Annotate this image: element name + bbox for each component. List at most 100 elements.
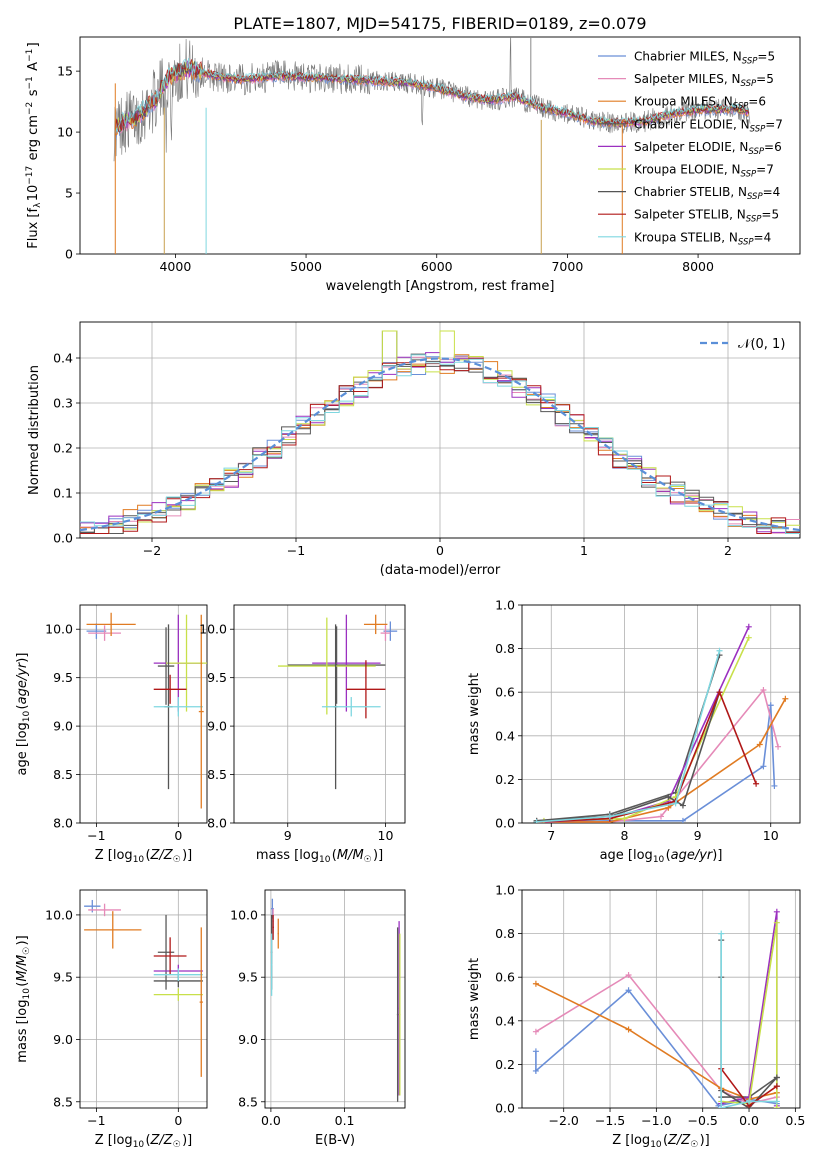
weight-marker [745, 623, 752, 630]
weight-vs-age-lines [533, 623, 789, 823]
label-part: , N [729, 208, 746, 222]
y-tick-label: 0.2 [495, 772, 515, 787]
label-part: , N [730, 185, 747, 199]
y-tick-label: 0.4 [53, 351, 73, 366]
x-tick-label: −1 [87, 1113, 105, 1128]
label-part: 7 [766, 163, 774, 177]
x-tick-label: 9 [284, 828, 292, 843]
y-tick-label: 0.4 [495, 1013, 515, 1028]
label-part: 10 [22, 988, 32, 1000]
spectrum-axes: 4000 5000 6000 7000 8000 0 5 10 15 [57, 64, 714, 274]
x-tick-label: 10 [763, 828, 779, 843]
label-part: 5 [767, 50, 775, 64]
mass-vs-ebv-points [270, 898, 401, 1102]
weight-series-8 [536, 650, 721, 823]
y-tick-label: 10 [57, 125, 73, 140]
weight-marker [745, 634, 752, 641]
y-tick-label: 8.0 [53, 816, 73, 831]
y-axis-label: mass weight [467, 673, 482, 755]
label-part: = [756, 163, 766, 177]
label-part: )] [712, 848, 722, 863]
histograms [80, 330, 800, 534]
y-tick-label: 0.6 [495, 970, 515, 985]
legend-label: Kroupa STELIB, NSSP=4 [634, 230, 771, 247]
legend-label: Chabrier ELODIE, NSSP=7 [634, 117, 783, 134]
weight-marker [679, 817, 686, 823]
weight-marker [716, 689, 723, 696]
x-tick-label: 6000 [421, 259, 453, 274]
x-tick-label: −1 [87, 828, 105, 843]
histogram-series-8 [80, 354, 800, 534]
weight-marker [756, 741, 763, 748]
y-axis-label: Flux [fλ 10−17 erg cm−2 s−1 A−1 ] [25, 42, 43, 248]
label-part: , N [732, 140, 749, 154]
legend-label: Salpeter MILES, NSSP=5 [634, 72, 774, 89]
label-part: = [756, 72, 766, 86]
x-tick-label: 10 [378, 828, 394, 843]
weight-marker [773, 1098, 780, 1105]
normal-reference-curve [80, 357, 800, 532]
x-tick-label: −1.5 [595, 1113, 625, 1128]
weight-marker [767, 702, 774, 709]
label-part: 4 [773, 185, 781, 199]
label-part: Z/Z [150, 848, 174, 863]
legend-label: Kroupa ELODIE, NSSP=7 [634, 163, 774, 180]
age-vs-mass-frame [233, 604, 406, 824]
label-part: 7 [775, 117, 783, 131]
x-tick-label: 2 [724, 543, 732, 558]
label-part: 10 [133, 855, 145, 865]
label-part: Z/Z [150, 1133, 174, 1148]
x-tick-label: 5000 [290, 259, 322, 274]
x-tick-label: 8000 [682, 259, 714, 274]
label-part: , N [725, 50, 742, 64]
label-part: age [log [15, 722, 30, 775]
y-tick-label: 9.0 [238, 1032, 258, 1047]
y-tick-label: 9.5 [238, 970, 258, 985]
label-part: Kroupa STELIB [634, 230, 721, 244]
x-tick-label: −2 [143, 543, 161, 558]
y-tick-label: 8.5 [207, 767, 227, 782]
x-tick-label: 1 [580, 543, 588, 558]
y-tick-label: 5 [65, 186, 73, 201]
label-part: ( [145, 1133, 150, 1148]
y-tick-label: 0.0 [53, 531, 73, 546]
label-part: ☉ [690, 1140, 698, 1150]
age-vs-mass-axes: 9 10 8.0 8.5 9.0 9.5 10.0 [199, 605, 405, 843]
weight-marker [718, 1105, 725, 1108]
label-part: Salpeter ELODIE [634, 140, 732, 154]
label-part: mass [log [256, 848, 319, 863]
label-part: Z [log [95, 1133, 133, 1148]
label-part: mass [log [15, 999, 30, 1062]
weight-marker [625, 1026, 632, 1033]
weight-marker [746, 1098, 753, 1105]
label-part: −2 [25, 102, 35, 115]
age-vs-mass-points [277, 614, 398, 790]
legend-label: 𝒩(0, 1) [738, 337, 785, 352]
y-axis-label: age [log10 (age/yr)] [15, 653, 32, 776]
weight-series-5 [721, 922, 778, 1108]
weight-marker [665, 804, 672, 811]
x-axis-label: mass [log10 (M/M☉ )] [256, 848, 383, 865]
x-axis-label: Z [log10 (Z/Z☉ )] [95, 1133, 193, 1150]
x-axis-label: E(B-V) [315, 1133, 355, 1148]
x-tick-label: −2.0 [549, 1113, 579, 1128]
label-part: 10 [650, 1140, 662, 1150]
label-part: = [764, 140, 774, 154]
y-tick-label: 8.5 [53, 767, 73, 782]
label-part: SSP [748, 147, 764, 157]
weight-marker [625, 972, 632, 979]
x-tick-label: 7000 [551, 259, 583, 274]
x-tick-label: 4000 [159, 259, 191, 274]
weight-series-0 [535, 989, 777, 1107]
label-part: Z [log [95, 848, 133, 863]
y-tick-label: 0 [65, 247, 73, 262]
weight-marker [532, 1067, 539, 1074]
weight-marker [672, 800, 679, 807]
weight-marker [782, 695, 789, 702]
x-tick-label: −1 [287, 543, 305, 558]
y-tick-label: 8.5 [238, 1094, 258, 1109]
legend-label: Salpeter ELODIE, NSSP=6 [634, 140, 782, 157]
label-part: Kroupa ELODIE [634, 163, 724, 177]
y-tick-label: 8.0 [207, 816, 227, 831]
legend-label: Salpeter STELIB, NSSP=5 [634, 208, 779, 225]
